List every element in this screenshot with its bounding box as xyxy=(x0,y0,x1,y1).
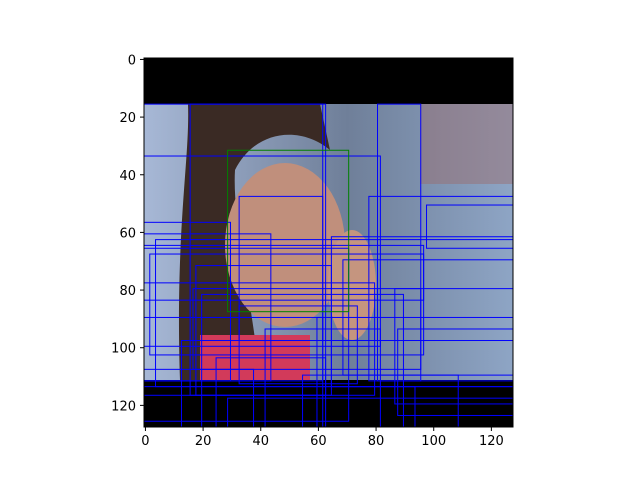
blue-box-25 xyxy=(180,340,513,427)
right-scene-block xyxy=(420,104,513,184)
axes-frame xyxy=(143,57,514,428)
blue-box-26 xyxy=(215,357,327,427)
x-tick-label: 80 xyxy=(368,434,385,449)
blue-box-8 xyxy=(144,233,272,382)
image-top-black-band xyxy=(144,58,513,104)
blue-box-19 xyxy=(394,288,513,405)
hair-shape xyxy=(178,104,330,380)
blue-box-24 xyxy=(397,328,513,416)
blue-box-3 xyxy=(144,155,381,347)
x-axis-ticks: 0 20 40 60 80 100 120 xyxy=(141,427,504,449)
blue-box-6 xyxy=(426,204,513,249)
y-tick-label: 120 xyxy=(111,399,136,414)
y-tick-label: 100 xyxy=(111,342,136,357)
y-axis-ticks: 0 20 40 60 80 100 120 xyxy=(111,53,144,414)
y-tick-label: 60 xyxy=(119,226,136,241)
blue-box-23 xyxy=(264,328,381,427)
blue-box-20 xyxy=(238,305,358,385)
blue-box-28 xyxy=(302,374,459,427)
y-tick-label: 80 xyxy=(119,284,136,299)
y-tick-label: 0 xyxy=(128,53,136,68)
x-tick-label: 20 xyxy=(195,434,212,449)
image-panel xyxy=(144,58,513,427)
blue-box-30 xyxy=(227,397,513,427)
blue-box-11 xyxy=(144,247,350,422)
y-tick-label: 20 xyxy=(119,111,136,126)
x-tick-label: 60 xyxy=(310,434,327,449)
green-box-0 xyxy=(227,149,350,313)
blue-box-18 xyxy=(201,293,404,427)
blue-box-16 xyxy=(144,282,376,396)
y-tick-label: 40 xyxy=(119,169,136,184)
x-tick-label: 100 xyxy=(421,434,446,449)
blue-box-29 xyxy=(144,386,416,427)
x-tick-label: 0 xyxy=(141,434,149,449)
blue-box-21 xyxy=(144,316,324,427)
blue-box-22 xyxy=(316,316,513,427)
x-tick-label: 120 xyxy=(479,434,504,449)
bounding-boxes xyxy=(144,103,513,427)
hand-shape xyxy=(328,230,376,340)
blue-box-12 xyxy=(149,253,425,356)
x-tick-label: 40 xyxy=(252,434,269,449)
